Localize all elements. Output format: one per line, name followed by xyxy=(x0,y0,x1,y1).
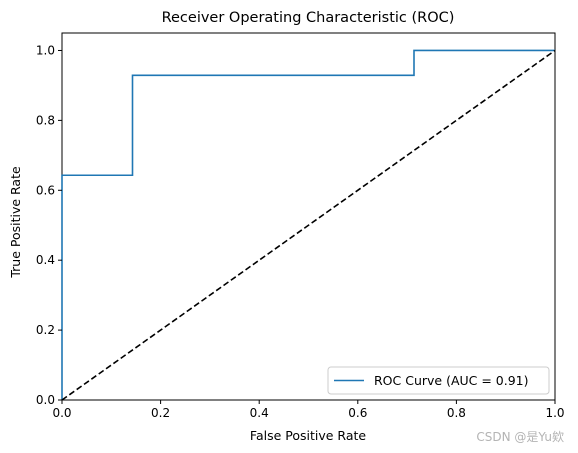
y-tick-label: 1.0 xyxy=(36,43,55,57)
legend-label: ROC Curve (AUC = 0.91) xyxy=(374,373,529,388)
x-tick-label: 0.6 xyxy=(348,406,367,420)
y-tick-label: 0.0 xyxy=(36,393,55,407)
tick-layer: 0.0 0.2 0.4 0.6 0.8 1.0 0.0 0.2 0.4 0.6 0.8 1.0 xyxy=(36,43,565,420)
chance-diagonal-line xyxy=(61,49,556,401)
axes-frame xyxy=(61,32,556,401)
y-tick-label: 0.4 xyxy=(36,253,55,267)
x-tick-label: 0.4 xyxy=(250,406,269,420)
x-tick-label: 0.2 xyxy=(151,406,170,420)
chart-title: Receiver Operating Characteristic (ROC) xyxy=(162,10,455,26)
x-tick-label: 0.0 xyxy=(52,406,71,420)
plot-area: 0.0 0.2 0.4 0.6 0.8 1.0 0.0 0.2 0.4 0.6 0.8 1.0 xyxy=(36,32,565,420)
series-layer xyxy=(61,49,556,401)
x-tick-label: 0.8 xyxy=(447,406,466,420)
legend-box xyxy=(327,366,550,395)
y-tick-label: 0.2 xyxy=(36,323,55,337)
legend: ROC Curve (AUC = 0.91) xyxy=(327,366,550,395)
y-axis-label: True Positive Rate xyxy=(8,166,23,279)
y-tick-label: 0.8 xyxy=(36,113,55,127)
roc-curve-line xyxy=(61,49,555,400)
x-axis-label: False Positive Rate xyxy=(250,428,366,443)
watermark: CSDN @是Yu欸 xyxy=(476,430,564,444)
y-tick-label: 0.6 xyxy=(36,183,55,197)
x-tick-label: 1.0 xyxy=(545,406,564,420)
